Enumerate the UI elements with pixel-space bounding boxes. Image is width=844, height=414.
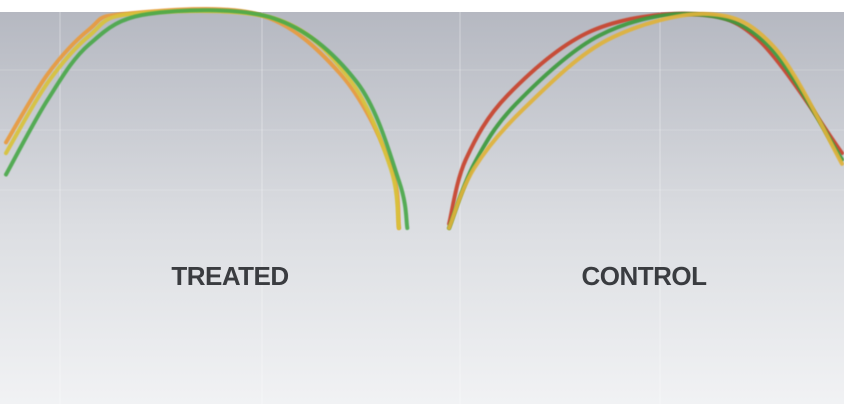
region-label-control: CONTROL: [581, 261, 707, 291]
plot-background: [0, 12, 844, 404]
series-line-5: [447, 11, 844, 230]
series-group: [4, 6, 844, 230]
region-label-treated: TREATED: [171, 261, 288, 291]
grid-lines: [0, 12, 844, 404]
series-line-4: [447, 11, 844, 226]
series-line-6: [447, 11, 844, 230]
series-line-3: [4, 8, 410, 230]
